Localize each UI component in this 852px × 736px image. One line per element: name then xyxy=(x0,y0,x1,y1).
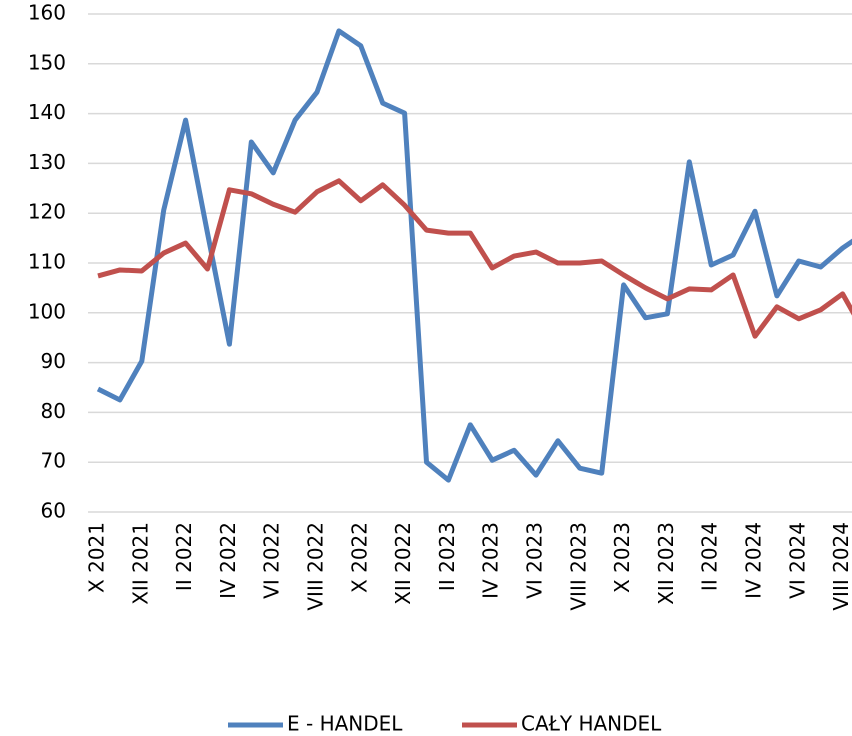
x-tick-label: XII 2022 xyxy=(391,522,415,605)
x-tick-label: VI 2022 xyxy=(260,522,284,599)
x-tick-label: VIII 2023 xyxy=(566,522,590,611)
y-tick-label: 160 xyxy=(28,1,66,25)
series-line xyxy=(97,178,852,339)
y-tick-label: 110 xyxy=(28,250,66,274)
x-tick-label: IV 2023 xyxy=(479,522,503,599)
x-tick-label: II 2024 xyxy=(698,522,722,591)
labels: 60 70 80 90 100 110 120 130 140 150 160 X 2021 XII 2… xyxy=(28,1,852,736)
x-tick-label: IV 2022 xyxy=(216,522,240,599)
y-tick-label: 70 xyxy=(41,449,66,473)
x-tick-label: VI 2023 xyxy=(523,522,547,599)
plot xyxy=(96,28,852,483)
legend-label: CAŁY HANDEL xyxy=(521,712,662,736)
x-tick-label: VIII 2024 xyxy=(829,522,852,611)
x-tick-label: XII 2023 xyxy=(654,522,678,605)
x-tick-label: II 2022 xyxy=(172,522,196,591)
x-tick-label: X 2023 xyxy=(610,522,634,593)
y-tick-label: 130 xyxy=(28,150,66,174)
x-tick-label: X 2021 xyxy=(85,522,109,593)
legend-label: E - HANDEL xyxy=(287,712,403,736)
y-tick-label: 100 xyxy=(28,299,66,323)
y-tick-label: 140 xyxy=(28,100,66,124)
x-tick-label: II 2023 xyxy=(435,522,459,591)
y-tick-label: 150 xyxy=(28,50,66,74)
y-tick-label: 60 xyxy=(41,499,66,523)
x-tick-label: X 2022 xyxy=(347,522,371,593)
x-tick-label: XII 2021 xyxy=(128,522,152,605)
x-tick-label: IV 2024 xyxy=(742,522,766,599)
y-tick-label: 120 xyxy=(28,200,66,224)
x-tick-label: VIII 2022 xyxy=(304,522,328,611)
series-line xyxy=(96,28,852,483)
x-tick-label: VI 2024 xyxy=(785,522,809,599)
y-tick-label: 90 xyxy=(41,349,66,373)
y-tick-label: 80 xyxy=(41,399,66,423)
